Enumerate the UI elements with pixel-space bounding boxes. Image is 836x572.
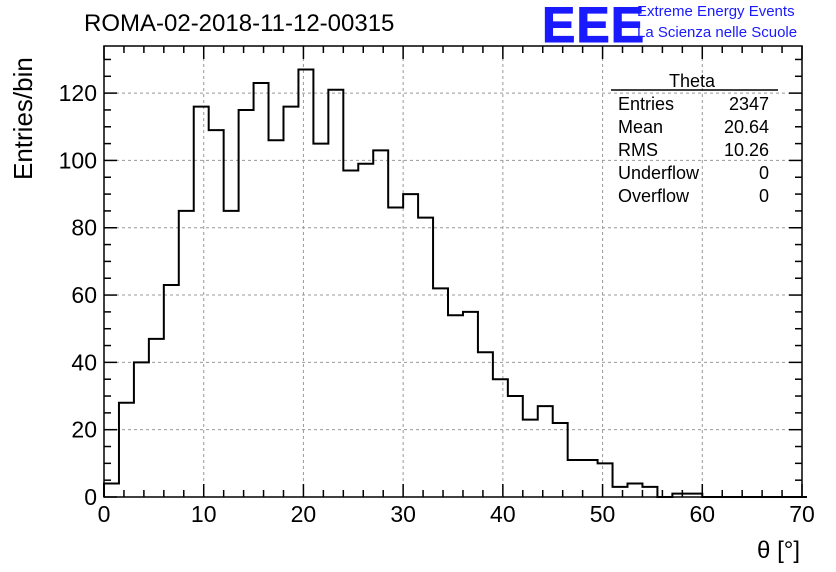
x-tick-label: 40 (490, 501, 516, 527)
x-tick-label: 60 (689, 501, 715, 527)
x-tick-label: 70 (789, 501, 815, 527)
y-tick-label: 80 (71, 215, 97, 241)
y-tick-label: 120 (59, 80, 97, 106)
logo-subtitle-line2: La Scienza nelle Scuole (637, 24, 798, 41)
x-tick-label: 0 (98, 501, 111, 527)
plot-frame (103, 45, 803, 498)
stats-label: RMS (618, 140, 658, 160)
stats-value: 2347 (729, 94, 769, 114)
stats-box: Theta Entries 2347 Mean 20.64 RMS 10.26 Underfl… (611, 71, 778, 206)
y-tick-label: 60 (71, 282, 97, 308)
stats-value: 10.26 (724, 140, 769, 160)
histogram-series (103, 68, 807, 498)
eee-logo: EEE (541, 0, 646, 54)
y-tick-labels: 0 20 40 60 80 100 120 (59, 80, 97, 510)
y-tick-label: 40 (71, 349, 97, 375)
x-tick-label: 30 (390, 501, 416, 527)
grid-lines (104, 46, 802, 497)
x-tick-label: 20 (291, 501, 317, 527)
y-axis-title: Entries/bin (8, 57, 38, 180)
stats-title: Theta (669, 71, 716, 91)
stats-value: 0 (759, 186, 769, 206)
stats-label: Mean (618, 117, 663, 137)
run-title: ROMA-02-2018-11-12-00315 (84, 10, 395, 37)
axis-ticks (103, 46, 803, 498)
y-tick-label: 20 (71, 417, 97, 443)
x-axis-title: θ [°] (757, 537, 800, 564)
logo-subtitle-line1: Extreme Energy Events (637, 3, 795, 20)
stats-label: Underflow (618, 163, 700, 183)
y-tick-label: 100 (59, 147, 97, 173)
x-tick-label: 10 (191, 501, 217, 527)
x-tick-label: 50 (590, 501, 616, 527)
stats-value: 20.64 (724, 117, 769, 137)
stats-label: Overflow (618, 186, 690, 206)
y-tick-label: 0 (84, 484, 97, 510)
x-tick-labels: 0 10 20 30 40 50 60 70 (98, 501, 815, 527)
stats-value: 0 (759, 163, 769, 183)
stats-label: Entries (618, 94, 674, 114)
